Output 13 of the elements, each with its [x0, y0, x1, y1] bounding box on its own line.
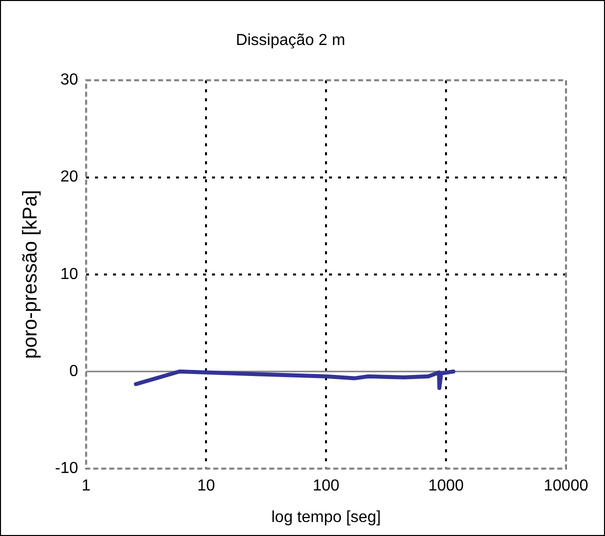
- y-tick-label: 0: [69, 362, 78, 380]
- y-tick-label: 20: [60, 168, 78, 186]
- x-tick-label: 1000: [428, 478, 464, 495]
- x-tick-label: 10000: [544, 478, 588, 495]
- y-tick-label: 10: [60, 266, 78, 283]
- chart-title: Dissipação 2 m: [236, 32, 346, 50]
- x-tick-label: 100: [312, 478, 340, 495]
- x-axis-title: log tempo [seg]: [271, 508, 381, 526]
- x-tick-label: 1: [82, 478, 91, 495]
- y-tick-label: 30: [60, 72, 78, 89]
- x-tick-label: 10: [197, 478, 216, 495]
- y-axis-title: poro-pressão [kPa]: [20, 190, 42, 359]
- y-tick-label: -10: [55, 460, 78, 478]
